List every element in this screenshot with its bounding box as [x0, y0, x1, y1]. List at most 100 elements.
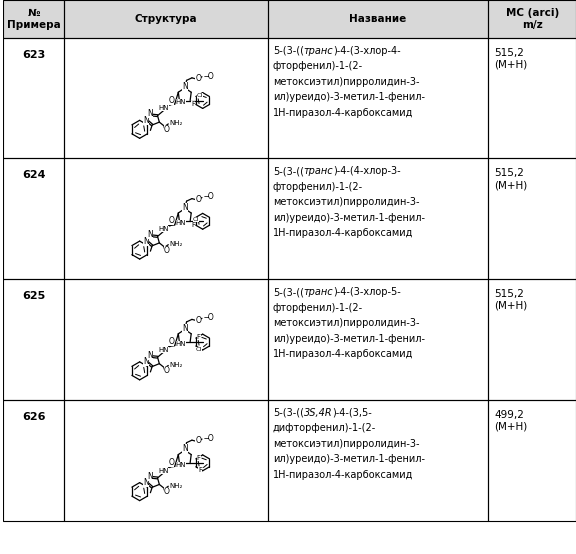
Text: 5-(3-((: 5-(3-(( [272, 287, 304, 297]
Bar [65, 400, 268, 521]
Text: )-4-(3-хлор-5-: )-4-(3-хлор-5- [333, 287, 401, 297]
Bar [488, 158, 576, 279]
Text: F: F [198, 467, 202, 473]
Text: Cl: Cl [193, 217, 199, 222]
Text: 1Н-пиразол-4-карбоксамид: 1Н-пиразол-4-карбоксамид [272, 228, 413, 238]
Text: 623: 623 [22, 50, 46, 60]
Text: Название: Название [350, 14, 407, 24]
Bar [268, 279, 488, 400]
Text: метоксиэтил)пирролидин-3-: метоксиэтил)пирролидин-3- [272, 439, 419, 449]
Text: O: O [164, 366, 169, 376]
Text: F: F [191, 101, 195, 107]
Bar [3, 400, 65, 521]
Text: )-4-(3-хлор-4-: )-4-(3-хлор-4- [333, 45, 401, 55]
Text: транс: транс [304, 166, 333, 176]
Text: O: O [195, 316, 201, 325]
Bar [3, 38, 65, 158]
Text: )-4-(3,5-: )-4-(3,5- [332, 408, 372, 418]
Text: ил)уреидо)-3-метил-1-фенил-: ил)уреидо)-3-метил-1-фенил- [272, 454, 425, 464]
Text: F: F [196, 335, 200, 340]
Text: HN: HN [158, 347, 169, 353]
Text: ил)уреидо)-3-метил-1-фенил-: ил)уреидо)-3-метил-1-фенил- [272, 213, 425, 223]
Bar [488, 0, 576, 38]
Text: Cl: Cl [196, 347, 202, 352]
Bar [3, 400, 65, 521]
Text: HN: HN [176, 461, 186, 468]
Bar [3, 279, 65, 400]
Bar [268, 38, 488, 158]
Bar [268, 0, 488, 38]
Text: ил)уреидо)-3-метил-1-фенил-: ил)уреидо)-3-метил-1-фенил- [272, 334, 425, 343]
Text: O: O [164, 245, 169, 255]
Text: 1Н-пиразол-4-карбоксамид: 1Н-пиразол-4-карбоксамид [272, 470, 413, 480]
Bar [488, 38, 576, 158]
Text: N: N [147, 471, 153, 481]
Bar [268, 38, 488, 158]
Text: NH₂: NH₂ [169, 483, 183, 489]
Text: Структура: Структура [135, 14, 198, 24]
Bar [3, 0, 65, 38]
Text: 515,2
(M+H): 515,2 (M+H) [494, 168, 528, 190]
Text: HN: HN [176, 341, 186, 347]
Text: O: O [168, 458, 174, 467]
Text: ‒O: ‒O [204, 192, 214, 201]
Text: N: N [143, 237, 149, 245]
Text: O: O [168, 96, 174, 105]
Bar [3, 279, 65, 400]
Text: N: N [182, 82, 188, 91]
Text: 5-(3-((: 5-(3-(( [272, 45, 304, 55]
Bar [268, 158, 488, 279]
Text: 1Н-пиразол-4-карбоксамид: 1Н-пиразол-4-карбоксамид [272, 349, 413, 359]
Text: N: N [182, 324, 188, 332]
Text: HN: HN [176, 220, 186, 226]
Text: HN: HN [176, 99, 186, 105]
Bar [488, 400, 576, 521]
Bar [268, 400, 488, 521]
Bar [3, 158, 65, 279]
Bar [65, 38, 268, 158]
Text: HN: HN [158, 226, 169, 232]
Bar [3, 158, 65, 279]
Text: N: N [143, 357, 149, 366]
Bar [65, 158, 268, 279]
Bar [488, 400, 576, 521]
Text: N: N [143, 478, 149, 487]
Bar [65, 38, 268, 158]
Bar [268, 400, 488, 521]
Text: O: O [195, 437, 201, 445]
Text: 499,2
(M+H): 499,2 (M+H) [494, 410, 528, 432]
Text: O: O [164, 487, 169, 496]
Text: NH₂: NH₂ [169, 241, 183, 247]
Text: метоксиэтил)пирролидин-3-: метоксиэтил)пирролидин-3- [272, 197, 419, 207]
Text: N: N [182, 444, 188, 453]
Text: транс: транс [304, 45, 333, 55]
Text: N: N [143, 116, 149, 125]
Bar [65, 400, 268, 521]
Text: №
Примера: № Примера [7, 8, 60, 29]
Text: N: N [182, 203, 188, 212]
Bar [65, 0, 268, 38]
Text: F: F [196, 455, 200, 461]
Bar [65, 279, 268, 400]
Text: фторфенил)-1-(2-: фторфенил)-1-(2- [272, 61, 363, 71]
Text: 515,2
(M+H): 515,2 (M+H) [494, 48, 528, 69]
Text: ‒O: ‒O [204, 71, 214, 80]
Text: N: N [147, 230, 153, 239]
Bar [65, 0, 268, 38]
Text: N: N [147, 109, 153, 119]
Bar [268, 0, 488, 38]
Text: 5-(3-((: 5-(3-(( [272, 408, 304, 418]
Text: 515,2
(M+H): 515,2 (M+H) [494, 289, 528, 311]
Bar [488, 279, 576, 400]
Text: ‒O: ‒O [204, 434, 214, 443]
Bar [488, 279, 576, 400]
Text: 625: 625 [22, 291, 46, 301]
Text: 624: 624 [22, 171, 46, 181]
Text: фторфенил)-1-(2-: фторфенил)-1-(2- [272, 182, 363, 192]
Text: МС (arci)
m/z: МС (arci) m/z [506, 8, 559, 29]
Bar [65, 279, 268, 400]
Text: NH₂: NH₂ [169, 362, 183, 368]
Bar [65, 158, 268, 279]
Text: O: O [195, 195, 201, 204]
Text: 1Н-пиразол-4-карбоксамид: 1Н-пиразол-4-карбоксамид [272, 107, 413, 117]
